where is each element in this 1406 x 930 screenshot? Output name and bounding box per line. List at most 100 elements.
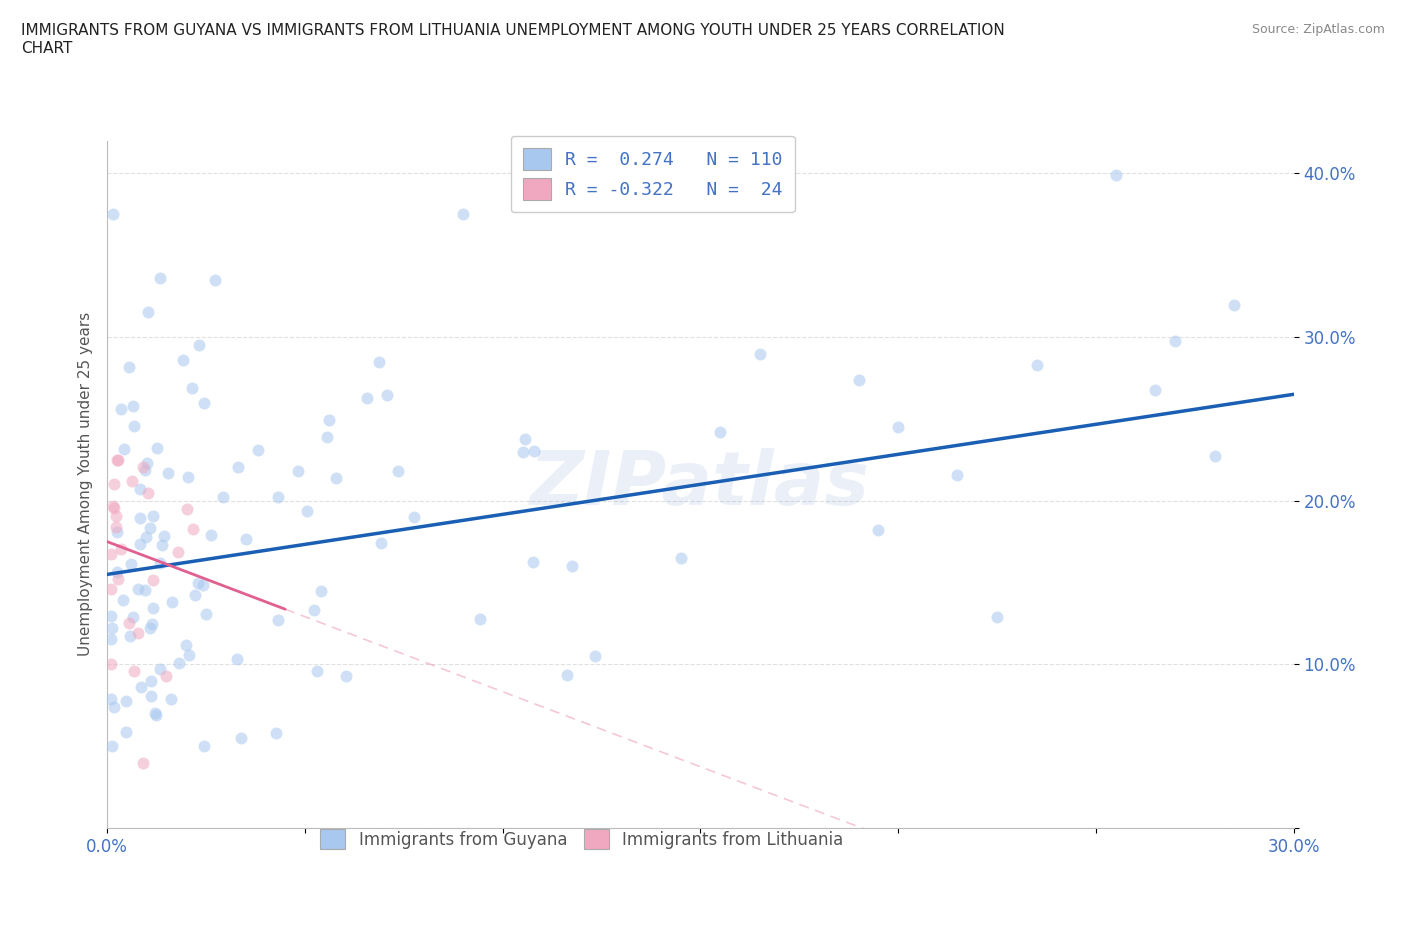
Text: IMMIGRANTS FROM GUYANA VS IMMIGRANTS FROM LITHUANIA UNEMPLOYMENT AMONG YOUTH UND: IMMIGRANTS FROM GUYANA VS IMMIGRANTS FRO… [21, 23, 1005, 56]
Text: Source: ZipAtlas.com: Source: ZipAtlas.com [1251, 23, 1385, 36]
Point [107, 452, 129, 467]
Point [176, 501, 198, 516]
Point [367, 354, 389, 369]
Point [264, 725, 287, 740]
Point [1104, 167, 1126, 182]
Point [103, 500, 125, 515]
Point [523, 443, 546, 458]
Point [193, 396, 215, 411]
Point [120, 629, 142, 644]
Point [887, 419, 910, 434]
Point [149, 555, 172, 570]
Point [583, 648, 606, 663]
Point [122, 609, 145, 624]
Point [868, 523, 890, 538]
Point [187, 576, 209, 591]
Point [134, 582, 156, 597]
Point [101, 620, 124, 635]
Point [709, 424, 731, 439]
Point [141, 617, 163, 631]
Point [142, 600, 165, 615]
Point [104, 520, 127, 535]
Point [100, 657, 122, 671]
Point [100, 631, 122, 646]
Point [177, 647, 200, 662]
Point [200, 528, 222, 543]
Point [149, 270, 172, 285]
Point [103, 477, 125, 492]
Point [145, 707, 167, 722]
Point [105, 525, 128, 539]
Point [1164, 333, 1187, 348]
Point [129, 680, 152, 695]
Point [561, 559, 583, 574]
Point [555, 668, 578, 683]
Point [375, 388, 398, 403]
Point [748, 347, 770, 362]
Point [129, 482, 152, 497]
Point [139, 673, 162, 688]
Point [149, 661, 172, 676]
Point [318, 413, 340, 428]
Point [387, 463, 409, 478]
Point [512, 445, 534, 459]
Point [107, 572, 129, 587]
Point [101, 498, 124, 513]
Point [522, 554, 544, 569]
Point [143, 705, 166, 720]
Point [100, 608, 122, 623]
Point [193, 578, 215, 592]
Point [172, 352, 194, 367]
Point [128, 511, 150, 525]
Point [177, 470, 200, 485]
Point [1144, 382, 1167, 397]
Point [204, 272, 226, 287]
Point [187, 338, 209, 352]
Point [370, 535, 392, 550]
Point [1025, 358, 1047, 373]
Point [160, 692, 183, 707]
Point [101, 206, 124, 221]
Point [134, 463, 156, 478]
Point [112, 442, 135, 457]
Point [103, 699, 125, 714]
Point [194, 607, 217, 622]
Point [174, 638, 197, 653]
Point [356, 391, 378, 405]
Point [305, 663, 328, 678]
Point [287, 464, 309, 479]
Point [136, 305, 159, 320]
Point [513, 432, 536, 446]
Point [110, 402, 132, 417]
Point [132, 755, 155, 770]
Point [295, 503, 318, 518]
Point [122, 398, 145, 413]
Point [100, 547, 122, 562]
Point [105, 565, 128, 580]
Point [1204, 448, 1226, 463]
Point [316, 430, 339, 445]
Point [131, 460, 153, 475]
Point [181, 380, 204, 395]
Point [193, 738, 215, 753]
Y-axis label: Unemployment Among Youth under 25 years: Unemployment Among Youth under 25 years [79, 312, 93, 657]
Point [212, 489, 235, 504]
Point [150, 538, 173, 552]
Point [225, 652, 247, 667]
Point [115, 724, 138, 739]
Point [145, 441, 167, 456]
Point [184, 588, 207, 603]
Point [235, 532, 257, 547]
Point [100, 581, 122, 596]
Point [1223, 298, 1246, 312]
Point [141, 689, 163, 704]
Point [155, 668, 177, 683]
Point [309, 584, 332, 599]
Point [181, 522, 204, 537]
Point [166, 545, 188, 560]
Point [139, 520, 162, 535]
Point [669, 551, 692, 565]
Point [114, 694, 136, 709]
Text: ZIPatlas: ZIPatlas [530, 448, 870, 521]
Point [335, 669, 357, 684]
